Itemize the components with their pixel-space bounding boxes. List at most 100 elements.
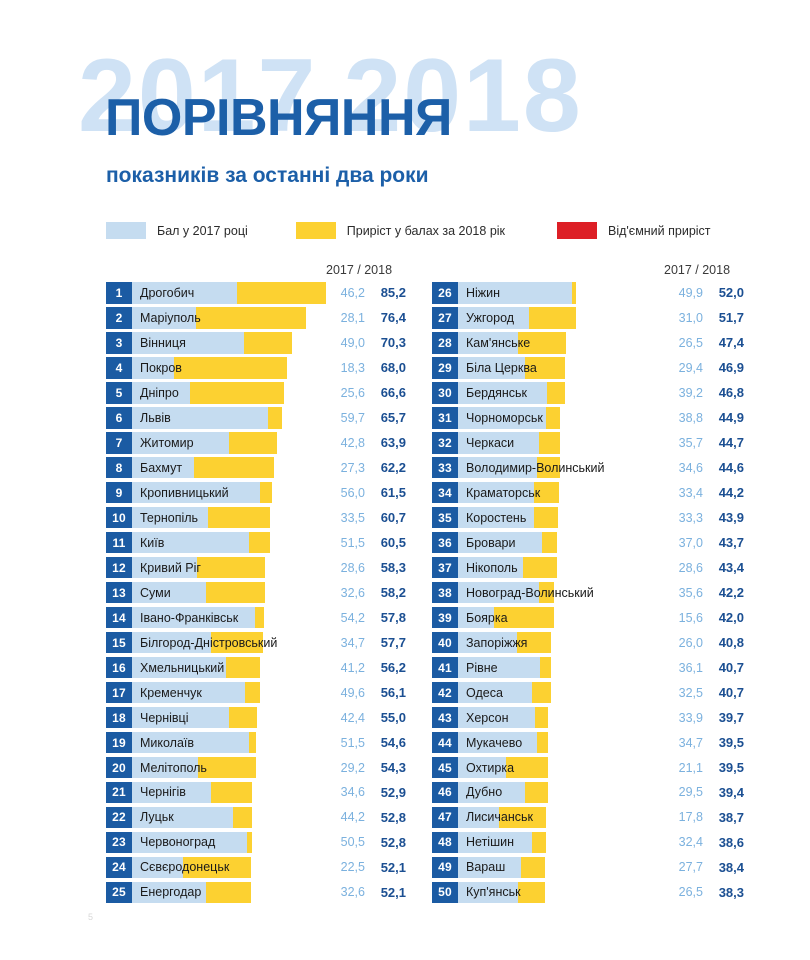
table-row[interactable]: 18 Чернівці 42,4 55,0 <box>106 706 412 729</box>
bar-segment-growth <box>535 706 549 729</box>
table-row[interactable]: 9 Кропивницький 56,0 61,5 <box>106 481 412 504</box>
value-cells: 35,7 44,7 <box>664 432 750 454</box>
table-row[interactable]: 35 Коростень 33,3 43,9 <box>432 506 750 529</box>
value-2017: 28,6 <box>678 560 703 575</box>
bar-segment-growth <box>523 556 557 579</box>
table-row[interactable]: 25 Енергодар 32,6 52,1 <box>106 881 412 904</box>
bar-segment-growth <box>498 806 547 829</box>
table-row[interactable]: 21 Чернігів 34,6 52,9 <box>106 781 412 804</box>
table-row[interactable]: 42 Одеса 32,5 40,7 <box>432 681 750 704</box>
table-row[interactable]: 12 Кривий Ріг 28,6 58,3 <box>106 556 412 579</box>
table-row[interactable]: 29 Біла Церква 29,4 46,9 <box>432 356 750 379</box>
table-row[interactable]: 13 Суми 32,6 58,2 <box>106 581 412 604</box>
value-2017: 26,0 <box>678 635 703 650</box>
bar-segment-2017 <box>132 381 191 404</box>
value-2017: 28,1 <box>340 310 365 325</box>
table-row[interactable]: 48 Нетішин 32,4 38,6 <box>432 831 750 854</box>
table-row[interactable]: 20 Мелітополь 29,2 54,3 <box>106 756 412 779</box>
city-label: Червоноград <box>140 835 216 850</box>
bar-track: Ужгород <box>458 306 664 329</box>
value-2017: 46,2 <box>340 285 365 300</box>
bar-segment-2017 <box>132 431 230 454</box>
table-row[interactable]: 47 Лисичанськ 17,8 38,7 <box>432 806 750 829</box>
table-row[interactable]: 4 Покров 18,3 68,0 <box>106 356 412 379</box>
bar-segment-2017 <box>132 881 207 904</box>
value-2017: 39,2 <box>678 385 703 400</box>
bar-segment-2017 <box>458 831 532 854</box>
value-2017: 22,5 <box>340 860 365 875</box>
table-row[interactable]: 22 Луцьк 44,2 52,8 <box>106 806 412 829</box>
rank-badge: 29 <box>432 356 458 379</box>
value-cells: 44,2 52,8 <box>326 807 412 829</box>
table-row[interactable]: 16 Хмельницький 41,2 56,2 <box>106 656 412 679</box>
city-label: Черкаси <box>466 435 515 450</box>
table-row[interactable]: 40 Запоріжжя 26,0 40,8 <box>432 631 750 654</box>
table-row[interactable]: 34 Краматорськ 33,4 44,2 <box>432 481 750 504</box>
table-row[interactable]: 17 Кременчук 49,6 56,1 <box>106 681 412 704</box>
table-row[interactable]: 8 Бахмут 27,3 62,2 <box>106 456 412 479</box>
table-row[interactable]: 37 Нікополь 28,6 43,4 <box>432 556 750 579</box>
bar-segment-2017 <box>458 282 572 304</box>
value-2018: 39,7 <box>718 710 744 726</box>
table-row[interactable]: 23 Червоноград 50,5 52,8 <box>106 831 412 854</box>
table-row[interactable]: 31 Чорноморськ 38,8 44,9 <box>432 406 750 429</box>
value-2018: 42,0 <box>718 610 744 626</box>
city-label: Житомир <box>140 435 194 450</box>
chart-legend: Бал у 2017 році Приріст у балах за 2018 … <box>106 222 711 239</box>
bar-track: Лисичанськ <box>458 806 664 829</box>
table-row[interactable]: 41 Рівне 36,1 40,7 <box>432 656 750 679</box>
rank-badge: 9 <box>106 481 132 504</box>
table-row[interactable]: 5 Дніпро 25,6 66,6 <box>106 381 412 404</box>
rank-badge: 7 <box>106 431 132 454</box>
table-row[interactable]: 1 Дрогобич 46,2 85,2 <box>106 282 412 304</box>
table-row[interactable]: 27 Ужгород 31,0 51,7 <box>432 306 750 329</box>
table-row[interactable]: 15 Білгород-Дністровський 34,7 57,7 <box>106 631 412 654</box>
bar-segment-growth <box>537 731 548 754</box>
value-2017: 42,4 <box>340 710 365 725</box>
bar-track: Івано-Франківськ <box>132 606 326 629</box>
value-2017: 32,5 <box>678 685 703 700</box>
bar-track: Дубно <box>458 781 664 804</box>
table-row[interactable]: 43 Херсон 33,9 39,7 <box>432 706 750 729</box>
bar-segment-2017 <box>132 506 209 529</box>
value-2018: 38,6 <box>718 834 744 850</box>
value-2017: 34,7 <box>340 635 365 650</box>
table-row[interactable]: 49 Вараш 27,7 38,4 <box>432 856 750 879</box>
bar-segment-2017 <box>132 356 174 379</box>
value-2018: 43,9 <box>718 510 744 526</box>
table-row[interactable]: 19 Миколаїв 51,5 54,6 <box>106 731 412 754</box>
table-row[interactable]: 46 Дубно 29,5 39,4 <box>432 781 750 804</box>
table-row[interactable]: 14 Івано-Франківськ 54,2 57,8 <box>106 606 412 629</box>
bar-track: Червоноград <box>132 831 326 854</box>
table-row[interactable]: 3 Вінниця 49,0 70,3 <box>106 331 412 354</box>
table-row[interactable]: 10 Тернопіль 33,5 60,7 <box>106 506 412 529</box>
table-row[interactable]: 6 Львів 59,7 65,7 <box>106 406 412 429</box>
bar-segment-growth <box>232 806 253 829</box>
table-row[interactable]: 28 Кам'янське 26,5 47,4 <box>432 331 750 354</box>
rank-badge: 5 <box>106 381 132 404</box>
table-row[interactable]: 50 Куп'янськ 26,5 38,3 <box>432 881 750 904</box>
bar-track: Кривий Ріг <box>132 556 326 579</box>
value-2018: 39,4 <box>718 784 744 800</box>
table-row[interactable]: 32 Черкаси 35,7 44,7 <box>432 431 750 454</box>
table-row[interactable]: 38 Новоград-Волинський 35,6 42,2 <box>432 581 750 604</box>
table-row[interactable]: 26 Ніжин 49,9 52,0 <box>432 282 750 304</box>
table-row[interactable]: 30 Бердянськ 39,2 46,8 <box>432 381 750 404</box>
bar-segment-growth <box>518 881 546 904</box>
city-label: Охтирка <box>466 760 515 775</box>
table-row[interactable]: 45 Охтирка 21,1 39,5 <box>432 756 750 779</box>
rank-badge: 26 <box>432 282 458 304</box>
table-row[interactable]: 33 Володимир-Волинський 34,6 44,6 <box>432 456 750 479</box>
table-row[interactable]: 7 Житомир 42,8 63,9 <box>106 431 412 454</box>
table-row[interactable]: 2 Маріуполь 28,1 76,4 <box>106 306 412 329</box>
table-row[interactable]: 39 Боярка 15,6 42,0 <box>432 606 750 629</box>
table-row[interactable]: 24 Сєвєродонецьк 22,5 52,1 <box>106 856 412 879</box>
bar-segment-growth <box>249 731 257 754</box>
rank-badge: 38 <box>432 581 458 604</box>
table-row[interactable]: 44 Мукачево 34,7 39,5 <box>432 731 750 754</box>
bar-segment-growth <box>244 681 260 704</box>
table-row[interactable]: 36 Бровари 37,0 43,7 <box>432 531 750 554</box>
table-row[interactable]: 11 Київ 51,5 60,5 <box>106 531 412 554</box>
value-2017: 41,2 <box>340 660 365 675</box>
value-2017: 54,2 <box>340 610 365 625</box>
